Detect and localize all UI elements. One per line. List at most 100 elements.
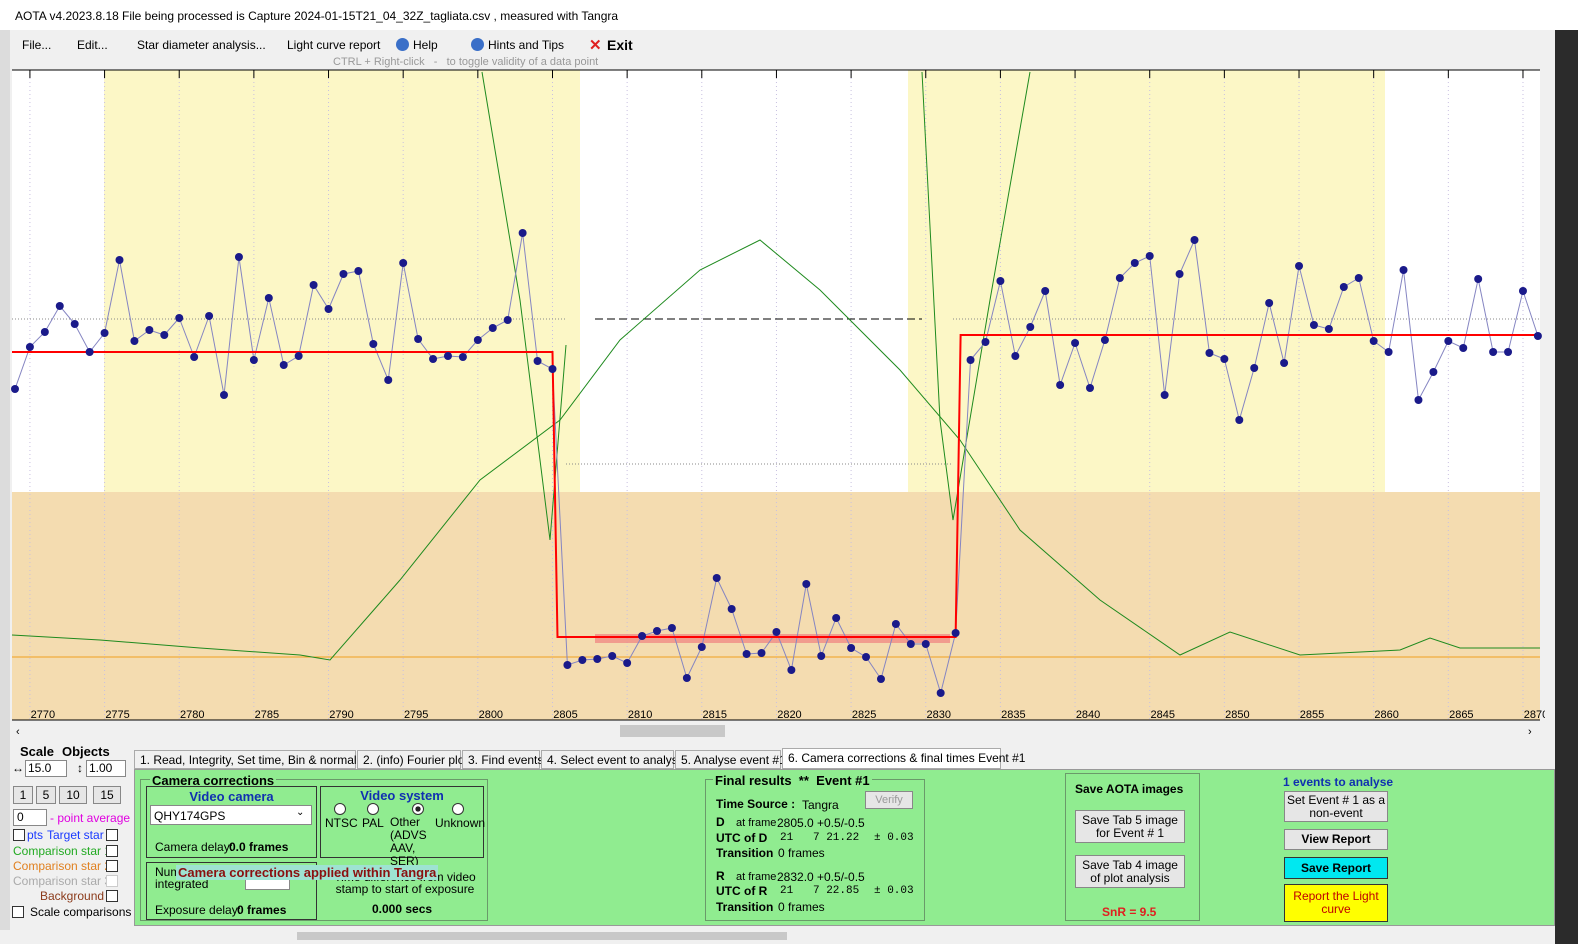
button[interactable]: View Report bbox=[1284, 829, 1388, 850]
data-point bbox=[533, 357, 542, 365]
baseline-region bbox=[908, 70, 1385, 492]
scroll-left[interactable]: ‹ bbox=[16, 726, 20, 738]
button[interactable]: Save Report bbox=[1284, 857, 1388, 879]
value: ± 0.03 bbox=[874, 885, 914, 897]
radio[interactable] bbox=[367, 803, 379, 815]
label: NTSC bbox=[325, 816, 358, 830]
menu-item[interactable]: File... bbox=[22, 38, 52, 52]
data-point bbox=[414, 335, 423, 343]
menu-item[interactable]: Light curve report bbox=[287, 38, 381, 52]
data-point bbox=[951, 629, 960, 637]
label: Other (ADVS AAV, SER) bbox=[390, 815, 427, 868]
button[interactable]: Set Event # 1 as a non-event bbox=[1284, 791, 1388, 822]
label: Comparison star 2 bbox=[13, 859, 112, 873]
data-point bbox=[1160, 391, 1169, 399]
label: Objects bbox=[62, 744, 110, 759]
scale-input[interactable]: 15.0 bbox=[25, 760, 67, 777]
data-point bbox=[518, 229, 527, 237]
data-point bbox=[309, 281, 318, 289]
scale-button[interactable]: 5 bbox=[36, 786, 56, 804]
radio[interactable] bbox=[452, 803, 464, 815]
checkbox[interactable] bbox=[106, 875, 118, 887]
data-point bbox=[697, 643, 706, 651]
tab-active[interactable]: 6. Camera corrections & final times Even… bbox=[782, 748, 1025, 769]
value: 21 7 22.85 bbox=[780, 885, 860, 897]
data-point bbox=[1175, 270, 1184, 278]
tab[interactable]: 5. Analyse event #1 bbox=[675, 750, 786, 769]
x-tick-label: 2785 bbox=[255, 709, 279, 721]
data-point bbox=[458, 353, 467, 361]
desktop-edge bbox=[1555, 30, 1578, 944]
data-point bbox=[1459, 344, 1468, 352]
verify-button[interactable]: Verify bbox=[865, 791, 913, 809]
save-button[interactable]: Save Tab 5 image for Event # 1 bbox=[1075, 810, 1185, 843]
checkbox[interactable] bbox=[106, 845, 118, 857]
x-tick-label: 2775 bbox=[105, 709, 129, 721]
save-button[interactable]: Save Tab 4 image of plot analysis bbox=[1075, 855, 1185, 888]
scale-button[interactable]: 10 bbox=[59, 786, 87, 804]
group-title: Video system bbox=[360, 788, 444, 803]
camera-select[interactable]: QHY174GPS bbox=[150, 805, 312, 825]
data-point bbox=[443, 352, 452, 360]
data-point bbox=[1026, 323, 1035, 331]
menu-item[interactable]: Star diameter analysis... bbox=[137, 38, 266, 52]
data-point bbox=[1369, 337, 1378, 345]
correlation-curve bbox=[11, 239, 1540, 661]
checkbox[interactable] bbox=[12, 906, 24, 918]
button[interactable]: Report the Light curve bbox=[1284, 884, 1388, 922]
label: UTC of D bbox=[716, 831, 768, 845]
label: Comparison star 3 bbox=[13, 874, 112, 888]
data-point bbox=[1309, 321, 1318, 329]
menu-item[interactable]: Exit bbox=[607, 37, 633, 53]
value: 0.0 frames bbox=[229, 840, 289, 854]
label: - point average bbox=[50, 811, 131, 825]
data-point bbox=[847, 644, 856, 652]
scroll-right[interactable]: › bbox=[1528, 726, 1532, 738]
data-point bbox=[862, 653, 871, 661]
menu-item[interactable]: Edit... bbox=[77, 38, 108, 52]
data-point bbox=[279, 361, 288, 369]
data-point bbox=[1324, 325, 1333, 333]
checkbox[interactable] bbox=[106, 860, 118, 872]
radio-checked[interactable] bbox=[412, 803, 424, 815]
icon: ↔ bbox=[12, 761, 24, 775]
dropdown-arrow: ⌄ bbox=[296, 807, 305, 818]
label: at frame bbox=[736, 817, 777, 829]
data-point bbox=[1295, 262, 1304, 270]
data-point bbox=[503, 316, 512, 324]
data-point bbox=[578, 656, 587, 664]
data-point bbox=[384, 376, 393, 384]
data-point bbox=[1533, 332, 1542, 340]
tab[interactable]: 3. Find events bbox=[462, 750, 543, 769]
radio[interactable] bbox=[334, 803, 346, 815]
value: +0.5/-0.5 bbox=[817, 816, 865, 830]
data-point bbox=[220, 391, 229, 399]
objects-input[interactable]: 1.00 bbox=[86, 760, 126, 777]
tab[interactable]: 2. (info) Fourier plot bbox=[357, 750, 468, 769]
tab[interactable]: 4. Select event to analyse bbox=[541, 750, 684, 769]
data-point bbox=[55, 302, 64, 310]
scale-button[interactable]: 1 bbox=[13, 786, 33, 804]
data-point bbox=[981, 338, 990, 346]
average-select[interactable]: 0 bbox=[13, 809, 47, 826]
data-point bbox=[488, 324, 497, 332]
scroll-thumb[interactable] bbox=[620, 725, 725, 737]
scale-button[interactable]: 15 bbox=[93, 786, 121, 804]
label: Exposure delay: bbox=[155, 903, 242, 917]
checkbox[interactable] bbox=[106, 829, 118, 841]
label: Background bbox=[40, 889, 105, 903]
scrollbar[interactable] bbox=[12, 723, 1540, 739]
data-point bbox=[1220, 355, 1229, 363]
label: Camera delay: bbox=[155, 840, 234, 854]
tab[interactable]: 1. Read, Integrity, Set time, Bin & norm… bbox=[134, 750, 372, 769]
label: D bbox=[716, 815, 725, 829]
data-point bbox=[787, 666, 796, 674]
data-point bbox=[264, 294, 273, 302]
checkbox[interactable] bbox=[106, 890, 118, 902]
x-tick-label: 2800 bbox=[479, 709, 503, 721]
menu-item[interactable]: Help bbox=[413, 38, 438, 52]
menu-item[interactable]: Hints and Tips bbox=[488, 38, 565, 52]
data-point bbox=[623, 659, 632, 667]
bottom-scrollbar[interactable] bbox=[297, 932, 787, 940]
checkbox[interactable] bbox=[13, 829, 25, 841]
